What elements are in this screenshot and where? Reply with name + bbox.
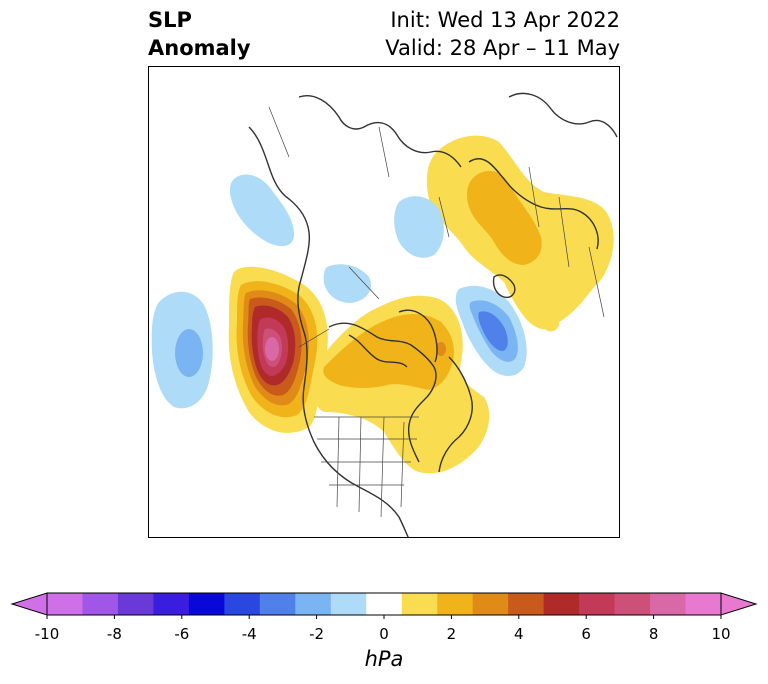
colorbar-swatch bbox=[153, 593, 190, 615]
colorbar-swatch bbox=[579, 593, 616, 615]
colorbar-tick-label: 6 bbox=[581, 625, 591, 643]
colorbar-tick-label: 2 bbox=[446, 625, 457, 643]
init-date: Init: Wed 13 Apr 2022 bbox=[390, 8, 620, 32]
colorbar-tick-label: -10 bbox=[34, 625, 60, 643]
colorbar-swatch bbox=[472, 593, 509, 615]
colorbar-swatch bbox=[330, 593, 367, 615]
colorbar-swatch bbox=[543, 593, 580, 615]
colorbar bbox=[10, 592, 758, 619]
title-field: Anomaly bbox=[148, 36, 251, 60]
colorbar-swatch bbox=[188, 593, 225, 615]
colorbar-tick-label: 10 bbox=[711, 625, 731, 643]
colorbar-tick-label: -8 bbox=[106, 625, 122, 643]
colorbar-swatch bbox=[614, 593, 651, 615]
colorbar-tick-label: 8 bbox=[648, 625, 659, 643]
colorbar-swatch bbox=[685, 593, 722, 615]
colorbar-swatch bbox=[366, 593, 403, 615]
colorbar-swatch bbox=[47, 593, 83, 615]
colorbar-swatch bbox=[295, 593, 332, 615]
state-borders bbox=[268, 106, 605, 518]
colorbar-tick-label: -2 bbox=[309, 625, 325, 643]
negative-anomaly-bering bbox=[229, 174, 294, 247]
colorbar-swatch bbox=[259, 593, 296, 615]
title-variable: SLP bbox=[148, 8, 192, 32]
negative-anomaly-arctic bbox=[323, 196, 444, 303]
positive-anomaly-pacific bbox=[228, 266, 328, 433]
negative-anomaly-atlantic bbox=[455, 285, 527, 376]
colorbar-swatch bbox=[401, 593, 438, 615]
colorbar-extend-max bbox=[720, 592, 758, 616]
anomaly-map bbox=[151, 92, 618, 537]
negative-anomaly-pacific bbox=[151, 291, 213, 409]
colorbar-swatch bbox=[117, 593, 154, 615]
colorbar-unit-label: hPa bbox=[364, 647, 404, 671]
colorbar-swatch bbox=[224, 593, 261, 615]
map-title: SLP Anomaly bbox=[148, 6, 251, 62]
colorbar-tick-label: 4 bbox=[514, 625, 524, 643]
colorbar-swatch bbox=[650, 593, 687, 615]
colorbar-tick-label: -4 bbox=[241, 625, 257, 643]
positive-anomaly-eurasia bbox=[426, 135, 614, 332]
coastlines bbox=[248, 92, 618, 537]
valid-period: Valid: 28 Apr – 11 May bbox=[385, 36, 620, 60]
colorbar-swatch bbox=[437, 593, 474, 615]
colorbar-swatch bbox=[82, 593, 119, 615]
colorbar-tick-label: -6 bbox=[174, 625, 190, 643]
colorbar-tick-label: 0 bbox=[379, 625, 389, 643]
map-dates: Init: Wed 13 Apr 2022 Valid: 28 Apr – 11… bbox=[385, 6, 620, 62]
map-panel bbox=[148, 66, 620, 538]
colorbar-swatch bbox=[508, 593, 545, 615]
colorbar-extend-min bbox=[10, 592, 48, 616]
